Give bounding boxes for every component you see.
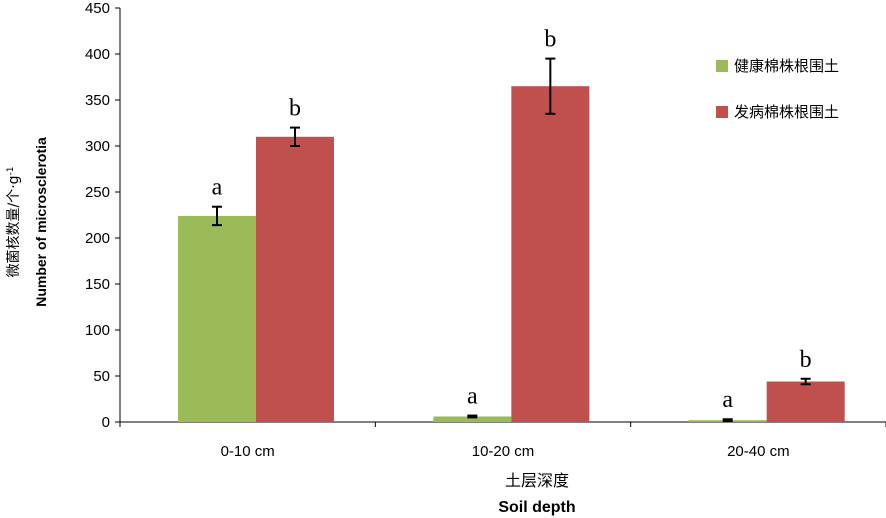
x-tick-label: 20-40 cm (727, 443, 790, 460)
bar (511, 86, 590, 422)
bar (178, 215, 256, 422)
significance-label: b (800, 347, 812, 373)
legend-swatch (716, 106, 728, 118)
y-tick-label: 150 (85, 276, 110, 293)
significance-label: a (722, 387, 733, 413)
bar (766, 381, 845, 422)
legend-swatch (716, 60, 728, 72)
significance-label: b (289, 96, 301, 122)
y-axis-label-zh: 微菌核数量/个·g-1 (6, 166, 22, 277)
x-axis-label: 土层深度 Soil depth (498, 471, 575, 516)
y-tick-label: 400 (85, 46, 110, 63)
y-tick-label: 350 (85, 92, 110, 109)
significance-label: a (467, 384, 478, 410)
y-axis-label-en: Number of microsclerotia (33, 137, 49, 307)
y-tick-label: 200 (85, 230, 110, 247)
y-tick-label: 450 (85, 0, 110, 17)
bar (256, 136, 334, 423)
y-tick-label: 50 (93, 368, 110, 385)
y-axis-label: 微菌核数量/个·g-1 Number of microsclerotia (6, 137, 49, 307)
y-axis-label-superscript: -1 (6, 166, 16, 175)
y-tick-label: 100 (85, 322, 110, 339)
y-tick-label: 0 (102, 414, 110, 431)
x-tick-label: 0-10 cm (221, 443, 275, 460)
significance-label: b (544, 27, 556, 53)
legend-label: 健康棉株根围土 (734, 57, 839, 75)
y-tick-label: 300 (85, 138, 110, 155)
bar (433, 416, 512, 422)
y-tick-label: 250 (85, 184, 110, 201)
x-tick-label: 10-20 cm (472, 443, 535, 460)
bars: a a a b b b (178, 27, 845, 423)
significance-label: a (212, 175, 223, 201)
x-axis-label-en: Soil depth (498, 499, 575, 516)
legend-label: 发病棉株根围土 (734, 103, 839, 121)
x-axis-label-zh: 土层深度 (505, 471, 569, 490)
axes: 0 50 100 150 200 250 300 350 400 450 0-10 cm 10-20 … (85, 0, 886, 460)
